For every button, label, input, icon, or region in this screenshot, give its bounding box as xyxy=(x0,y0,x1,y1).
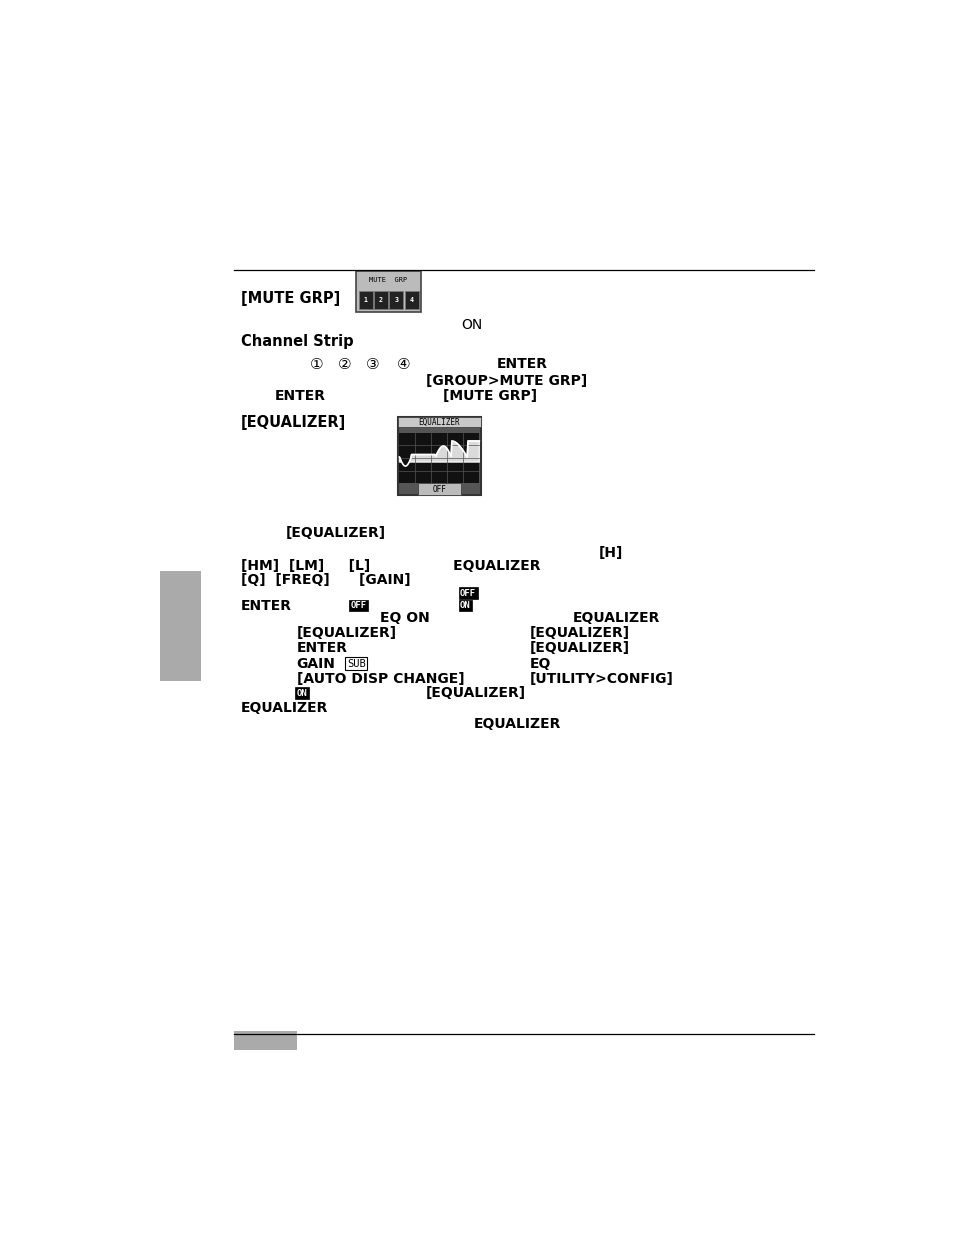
Bar xyxy=(417,483,460,495)
Text: [Q]  [FREQ]      [GAIN]: [Q] [FREQ] [GAIN] xyxy=(241,573,411,587)
Text: ON: ON xyxy=(460,319,481,332)
Bar xyxy=(358,291,373,309)
Text: [EQUALIZER]: [EQUALIZER] xyxy=(241,415,346,430)
Bar xyxy=(397,417,480,495)
Text: [GROUP>MUTE GRP]: [GROUP>MUTE GRP] xyxy=(426,374,587,388)
Text: [EQUALIZER]: [EQUALIZER] xyxy=(426,687,526,700)
Text: SUB: SUB xyxy=(347,658,365,668)
Text: 1: 1 xyxy=(363,298,368,303)
Bar xyxy=(397,417,480,427)
Text: EQ: EQ xyxy=(529,657,551,671)
Text: [MUTE GRP]: [MUTE GRP] xyxy=(442,389,537,404)
Text: EQUALIZER: EQUALIZER xyxy=(418,417,459,427)
Bar xyxy=(160,572,200,680)
Text: ENTER: ENTER xyxy=(296,641,347,656)
Bar xyxy=(233,1031,296,1050)
Text: [EQUALIZER]: [EQUALIZER] xyxy=(296,626,396,640)
Text: ③: ③ xyxy=(365,357,378,372)
Text: [HM]  [LM]     [L]                 EQUALIZER: [HM] [LM] [L] EQUALIZER xyxy=(241,558,540,573)
Text: OFF: OFF xyxy=(351,601,366,610)
Bar xyxy=(404,291,418,309)
Text: ENTER: ENTER xyxy=(241,599,292,613)
Text: [MUTE GRP]: [MUTE GRP] xyxy=(241,291,340,306)
Text: Channel Strip: Channel Strip xyxy=(241,333,354,348)
Bar xyxy=(399,433,478,483)
Text: [EQUALIZER]: [EQUALIZER] xyxy=(529,626,629,640)
Text: ENTER: ENTER xyxy=(274,389,325,404)
Bar xyxy=(355,270,420,311)
Text: [EQUALIZER]: [EQUALIZER] xyxy=(529,641,629,656)
Text: 2: 2 xyxy=(378,298,383,303)
Text: OFF: OFF xyxy=(432,485,446,494)
Text: [AUTO DISP CHANGE]: [AUTO DISP CHANGE] xyxy=(296,672,464,685)
Bar xyxy=(374,291,388,309)
Text: ON: ON xyxy=(296,689,307,698)
Text: EQUALIZER: EQUALIZER xyxy=(474,718,561,731)
Text: EQ ON: EQ ON xyxy=(379,611,429,625)
Text: OFF: OFF xyxy=(459,589,476,598)
Text: 3: 3 xyxy=(394,298,398,303)
Text: 4: 4 xyxy=(409,298,414,303)
Text: EQUALIZER: EQUALIZER xyxy=(241,701,328,715)
Text: ENTER: ENTER xyxy=(496,357,547,370)
Text: ②: ② xyxy=(337,357,352,372)
Text: [H]: [H] xyxy=(598,546,622,561)
Text: EQUALIZER: EQUALIZER xyxy=(572,611,659,625)
Text: [EQUALIZER]: [EQUALIZER] xyxy=(285,526,385,541)
Text: [UTILITY>CONFIG]: [UTILITY>CONFIG] xyxy=(529,672,673,685)
Text: MUTE  GRP: MUTE GRP xyxy=(369,278,407,283)
Text: ①: ① xyxy=(310,357,323,372)
Bar xyxy=(389,291,403,309)
Text: GAIN: GAIN xyxy=(296,657,335,671)
Text: ④: ④ xyxy=(396,357,411,372)
Text: ON: ON xyxy=(459,601,471,610)
